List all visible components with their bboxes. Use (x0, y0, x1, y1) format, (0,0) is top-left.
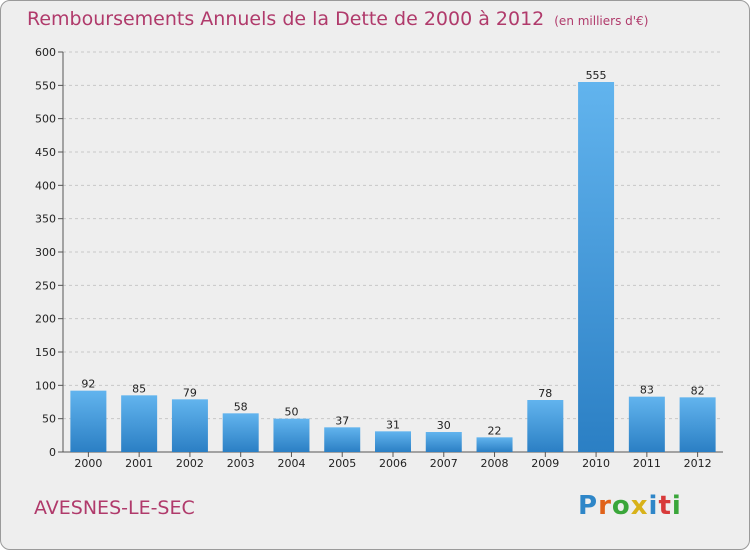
bar-value-label-2009: 78 (538, 387, 552, 400)
y-tick-label: 50 (42, 413, 56, 426)
y-tick-label: 0 (49, 446, 56, 459)
y-tick-label: 500 (35, 113, 56, 126)
y-tick-label: 400 (35, 179, 56, 192)
y-tick-label: 350 (35, 213, 56, 226)
y-tick-label: 300 (35, 246, 56, 259)
chart-unit: (en milliers d'€) (554, 14, 649, 28)
bar-value-label-2005: 37 (335, 414, 349, 427)
bar-value-label-2006: 31 (386, 418, 400, 431)
x-tick-label-2005: 2005 (328, 457, 356, 470)
bars (70, 82, 716, 452)
bar-2004 (273, 418, 310, 452)
bar-2001 (121, 395, 158, 452)
bar-2012 (679, 397, 716, 452)
chart-title-text: Remboursements Annuels de la Dette de 20… (27, 8, 545, 30)
x-tick-label-2000: 2000 (74, 457, 102, 470)
y-tick-label: 600 (35, 46, 56, 59)
y-tick-label: 100 (35, 379, 56, 392)
y-tick-label: 550 (35, 79, 56, 92)
y-tick-label: 200 (35, 313, 56, 326)
bar-2009 (527, 400, 564, 452)
bar-2007 (425, 432, 462, 452)
grid-lines (63, 51, 723, 453)
bar-value-label-2000: 92 (81, 378, 95, 391)
x-tick-label-2006: 2006 (379, 457, 407, 470)
x-tick-label-2008: 2008 (481, 457, 509, 470)
x-tick-label-2001: 2001 (125, 457, 153, 470)
x-tick-label-2010: 2010 (582, 457, 610, 470)
bar-value-label-2007: 30 (437, 419, 451, 432)
bar-2010 (578, 82, 615, 452)
bar-2011 (628, 396, 665, 452)
labels: 2000 92 2001 85 2002 79 2003 58 2004 50 2005 37 2006… (74, 69, 711, 470)
y-tick-label: 150 (35, 346, 56, 359)
bar-value-label-2003: 58 (234, 400, 248, 413)
bar-value-label-2004: 50 (284, 406, 298, 419)
bar-value-label-2012: 82 (691, 384, 705, 397)
y-tick-label: 250 (35, 279, 56, 292)
x-tick-label-2002: 2002 (176, 457, 204, 470)
bar-value-label-2011: 83 (640, 384, 654, 397)
x-tick-label-2011: 2011 (633, 457, 661, 470)
x-tick-label-2003: 2003 (227, 457, 255, 470)
proxiti-logo: Proxiti (578, 491, 682, 521)
y-tick-label: 450 (35, 146, 56, 159)
bar-value-label-2002: 79 (183, 386, 197, 399)
commune-name: AVESNES-LE-SEC (34, 497, 195, 519)
bar-2005 (324, 427, 361, 452)
bar-value-label-2001: 85 (132, 382, 146, 395)
chart-title: Remboursements Annuels de la Dette de 20… (27, 8, 648, 30)
bar-2006 (375, 431, 411, 452)
x-tick-label-2009: 2009 (531, 457, 559, 470)
bar-value-label-2010: 555 (586, 69, 607, 82)
x-tick-label-2012: 2012 (684, 457, 712, 470)
bar-2003 (222, 413, 259, 452)
bar-2000 (70, 390, 107, 452)
bar-2008 (476, 437, 513, 452)
bar-2002 (171, 399, 208, 452)
x-tick-label-2004: 2004 (277, 457, 305, 470)
x-tick-label-2007: 2007 (430, 457, 458, 470)
bar-value-label-2008: 22 (488, 424, 502, 437)
